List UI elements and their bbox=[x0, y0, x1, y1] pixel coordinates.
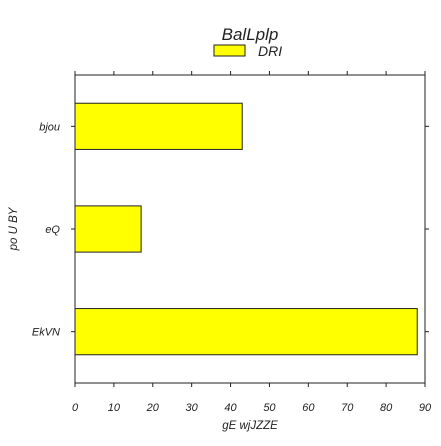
x-tick-label-90: 90 bbox=[419, 402, 432, 414]
y-tick-label-ekvn: EkVN bbox=[32, 327, 60, 339]
x-tick-label-70: 70 bbox=[341, 402, 354, 414]
y-tick-label-eq: eQ bbox=[45, 224, 60, 236]
legend-label-dri: DRI bbox=[258, 43, 282, 59]
x-tick-label-60: 60 bbox=[302, 402, 315, 414]
x-tick-label-10: 10 bbox=[108, 402, 121, 414]
bar-ekvn bbox=[74, 308, 418, 356]
x-tick-label-50: 50 bbox=[263, 402, 276, 414]
x-axis-label: gE wjJZZE bbox=[222, 420, 278, 432]
x-tick-label-30: 30 bbox=[186, 402, 199, 414]
bar-eq bbox=[74, 205, 142, 253]
bar-bjou bbox=[74, 102, 243, 150]
x-tick-label-80: 80 bbox=[380, 402, 393, 414]
x-tick-label-0: 0 bbox=[72, 402, 79, 414]
legend-swatch-dri bbox=[213, 44, 246, 57]
y-axis: bjou eQ EkVN bbox=[32, 121, 429, 339]
x-tick-label-20: 20 bbox=[146, 402, 160, 414]
chart-title: BalLplp bbox=[222, 25, 279, 44]
y-axis-label: po U BY bbox=[8, 206, 20, 251]
y-tick-label-bjou: bjou bbox=[39, 121, 60, 133]
bar-group bbox=[74, 102, 418, 356]
legend: DRI bbox=[213, 43, 282, 59]
x-tick-label-40: 40 bbox=[224, 402, 237, 414]
x-axis: 0 10 20 30 40 50 60 70 80 90 bbox=[72, 71, 432, 414]
